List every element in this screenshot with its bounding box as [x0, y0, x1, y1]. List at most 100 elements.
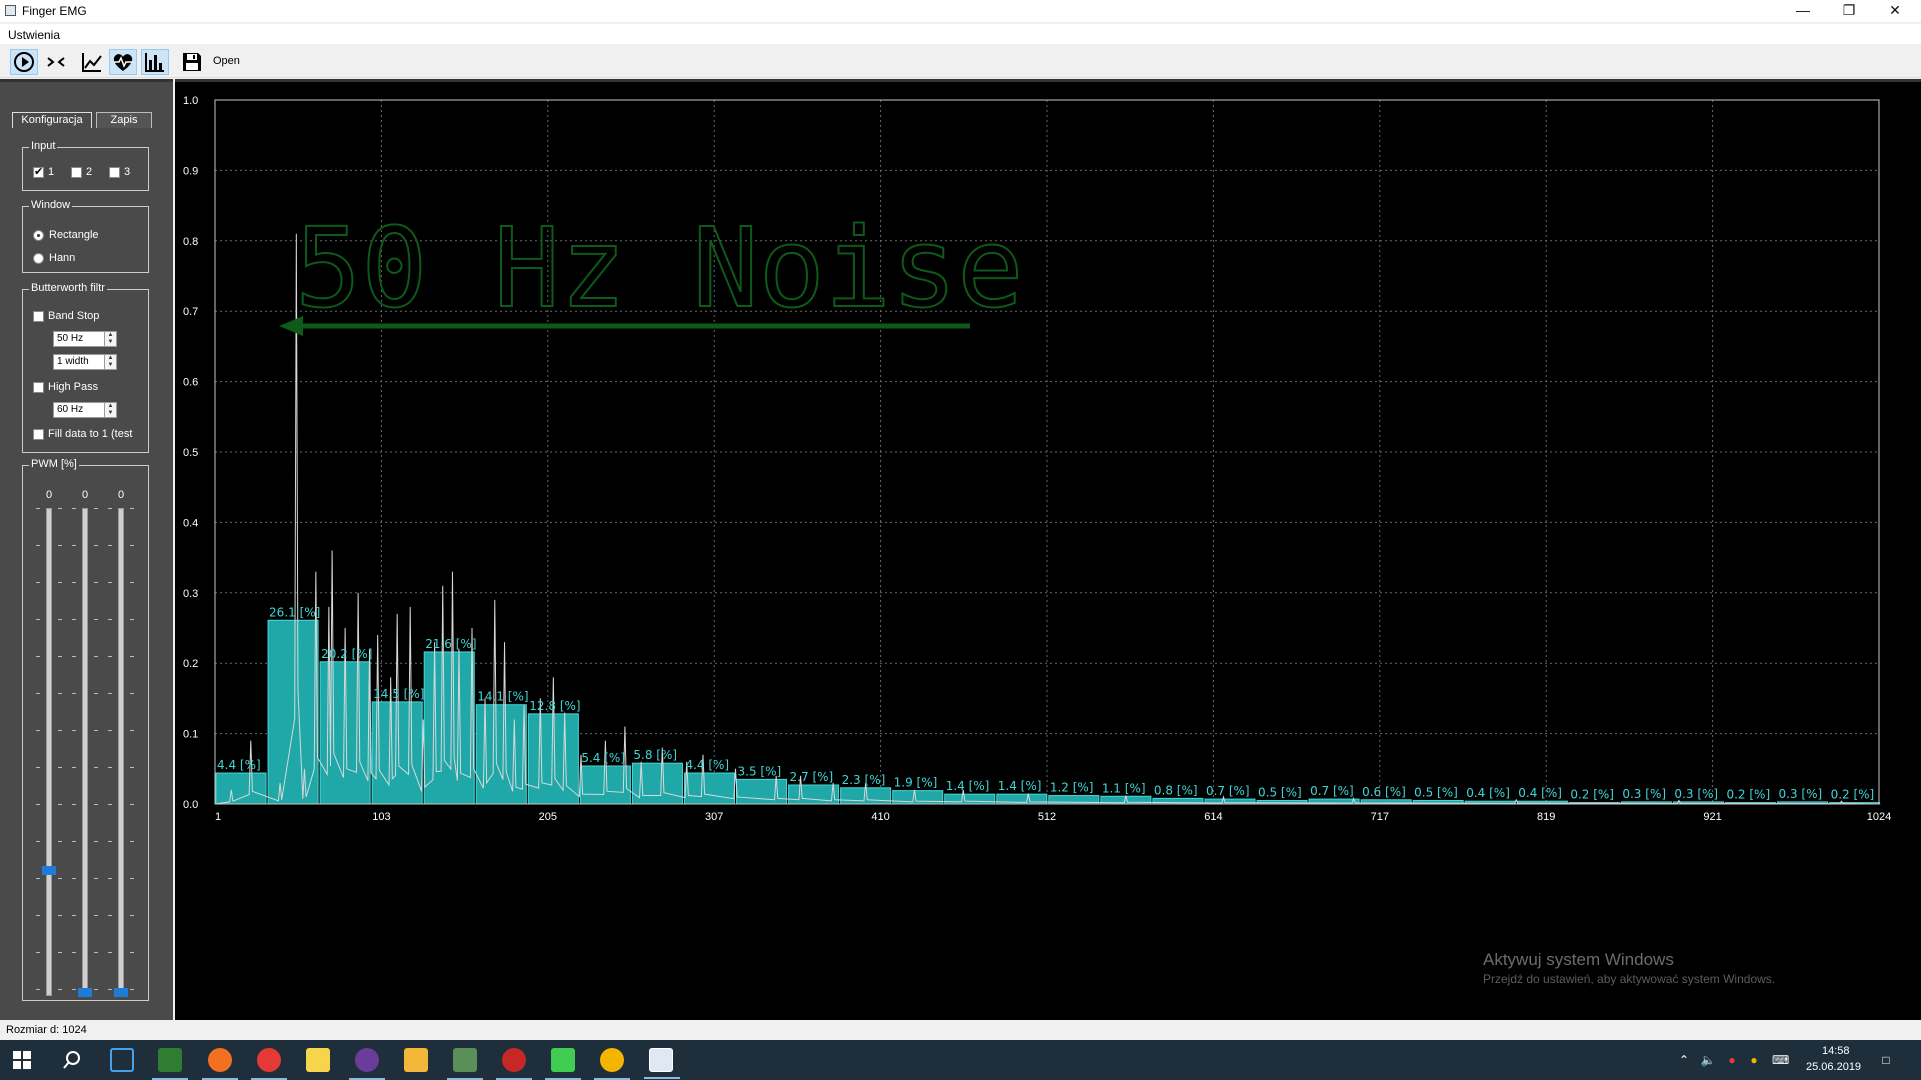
volume-icon[interactable]: 🔈: [1700, 1053, 1716, 1067]
checkbox-icon[interactable]: [33, 165, 44, 178]
bar-percent-label: 12.8 [%]: [529, 699, 580, 713]
close-button[interactable]: ✕: [1889, 2, 1901, 18]
clock-time[interactable]: 14:58: [1822, 1045, 1850, 1057]
chrome-icon[interactable]: [594, 1048, 630, 1080]
noise-annotation-label: 50 Hz Noise: [295, 204, 1023, 332]
y-tick-label: 0.9: [183, 165, 198, 177]
bar-chart-button[interactable]: [141, 49, 169, 75]
pwm-slider-3[interactable]: [118, 508, 124, 996]
task-view-icon[interactable]: [110, 1048, 134, 1072]
tab-zapis[interactable]: Zapis: [96, 112, 152, 128]
radio-icon[interactable]: [33, 229, 44, 241]
checkbox-icon[interactable]: [71, 166, 82, 178]
bar-percent-label: 5.8 [%]: [633, 748, 677, 762]
open-button[interactable]: Open: [213, 55, 240, 67]
checkbox-icon[interactable]: [33, 381, 44, 393]
bar-percent-label: 0.4 [%]: [1518, 786, 1562, 800]
app-green-icon[interactable]: [447, 1048, 483, 1080]
y-tick-label: 0.8: [183, 236, 198, 248]
bar-percent-label: 0.5 [%]: [1414, 785, 1458, 799]
heartbeat-button[interactable]: [109, 49, 137, 75]
app-icon: [5, 5, 16, 16]
app-purple-icon[interactable]: [349, 1048, 385, 1080]
menu-settings[interactable]: Ustwienia: [8, 28, 61, 42]
histogram-bar: [267, 619, 319, 805]
tray-app-icon[interactable]: ●: [1728, 1053, 1736, 1067]
high-pass-frequency-spinbox[interactable]: 60 Hz ▲ ▼: [53, 402, 117, 418]
bar-percent-label: 5.4 [%]: [581, 751, 625, 765]
window-option-rectangle[interactable]: Rectangle: [33, 229, 99, 241]
histogram-bar: [840, 787, 892, 805]
pwm-slider-1[interactable]: [46, 508, 52, 996]
slider-ticks: [108, 508, 112, 996]
window-group-title: Window: [29, 199, 73, 211]
collapse-button[interactable]: [42, 49, 70, 75]
spin-arrows-icon[interactable]: ▲ ▼: [104, 332, 116, 346]
spin-arrows-icon[interactable]: ▲ ▼: [104, 355, 116, 369]
x-tick-label: 307: [705, 811, 723, 823]
checkbox-icon[interactable]: [33, 428, 44, 440]
pwm-slider-2-handle[interactable]: [78, 988, 92, 997]
tray-app-icon-2[interactable]: ●: [1750, 1053, 1758, 1067]
save-button[interactable]: [178, 49, 206, 75]
line-chart-button[interactable]: [78, 49, 106, 75]
play-button[interactable]: [10, 49, 38, 75]
tray-chevron-icon[interactable]: ⌃: [1678, 1053, 1690, 1067]
spectrum-line: [214, 233, 1880, 805]
x-tick-label: 921: [1703, 811, 1721, 823]
notepad-plus-icon[interactable]: [152, 1048, 188, 1080]
bar-percent-label: 1.2 [%]: [1050, 781, 1094, 795]
checkbox-icon[interactable]: [109, 166, 120, 178]
keyboard-icon[interactable]: ⌨: [1772, 1053, 1790, 1067]
input-channel-3[interactable]: 3: [109, 166, 130, 178]
bar-percent-label: 1.1 [%]: [1102, 781, 1146, 795]
file-explorer-icon[interactable]: [404, 1048, 428, 1072]
spin-arrows-icon[interactable]: ▲ ▼: [104, 403, 116, 417]
restore-button[interactable]: ❐: [1842, 2, 1856, 18]
slider-ticks: [72, 508, 76, 996]
input-channel-1[interactable]: 1: [33, 165, 54, 178]
input-channel-2[interactable]: 2: [71, 166, 92, 178]
x-tick-label: 512: [1038, 811, 1056, 823]
high-pass-toggle[interactable]: High Pass: [33, 381, 98, 393]
pwm-group: PWM [%]: [22, 458, 149, 1001]
x-tick-label: 103: [372, 811, 390, 823]
status-bar: Rozmiar d: 1024: [0, 1020, 1921, 1040]
bar-percent-label: 21.6 [%]: [425, 637, 476, 651]
pwm-slider-1-handle[interactable]: [42, 866, 56, 875]
bar-percent-label: 0.6 [%]: [1362, 785, 1406, 799]
x-tick-label: 410: [871, 811, 889, 823]
fill-data-toggle[interactable]: Fill data to 1 (test: [33, 428, 145, 440]
pwm-slider-2[interactable]: [82, 508, 88, 996]
radio-icon[interactable]: [33, 252, 44, 264]
checkbox-icon[interactable]: [33, 310, 44, 322]
x-tick-label: 205: [539, 811, 557, 823]
pwm-slider-3-handle[interactable]: [114, 988, 128, 997]
clock-date[interactable]: 25.06.2019: [1806, 1061, 1862, 1073]
windows-start-icon[interactable]: [12, 1050, 32, 1070]
slider-ticks: [130, 508, 134, 996]
app-orange-icon[interactable]: [202, 1048, 238, 1080]
tab-konfiguracja[interactable]: Konfiguracja: [12, 112, 92, 128]
band-stop-width-spinbox[interactable]: 1 width ▲ ▼: [53, 354, 117, 370]
y-tick-label: 0.2: [183, 658, 198, 670]
minimize-button[interactable]: —: [1796, 2, 1810, 18]
y-tick-label: 0.1: [183, 729, 198, 741]
collapse-arrows-icon: [47, 57, 65, 67]
search-icon[interactable]: [62, 1050, 82, 1070]
window-option-hann[interactable]: Hann: [33, 252, 75, 264]
opera-running-icon[interactable]: [496, 1048, 532, 1080]
sticky-notes-icon[interactable]: [306, 1048, 330, 1072]
band-stop-frequency-spinbox[interactable]: 50 Hz ▲ ▼: [53, 331, 117, 347]
input-group-title: Input: [29, 140, 58, 152]
band-stop-toggle[interactable]: Band Stop: [33, 310, 99, 322]
spectrum-chart-svg: 4.4 [%] 26.1 [%] 20.2 [%] 14.5 [%] 21.6 [%] 1…: [183, 95, 1891, 823]
qt-creator-icon[interactable]: [545, 1048, 581, 1080]
finger-emg-task-icon[interactable]: [644, 1048, 680, 1079]
notifications-icon[interactable]: □: [1882, 1053, 1890, 1067]
slider-ticks: [94, 508, 98, 996]
toolbar: Open: [0, 45, 1921, 78]
opera-icon[interactable]: [251, 1048, 287, 1080]
y-tick-label: 0.0: [183, 799, 198, 811]
histogram-bar: [944, 793, 996, 805]
